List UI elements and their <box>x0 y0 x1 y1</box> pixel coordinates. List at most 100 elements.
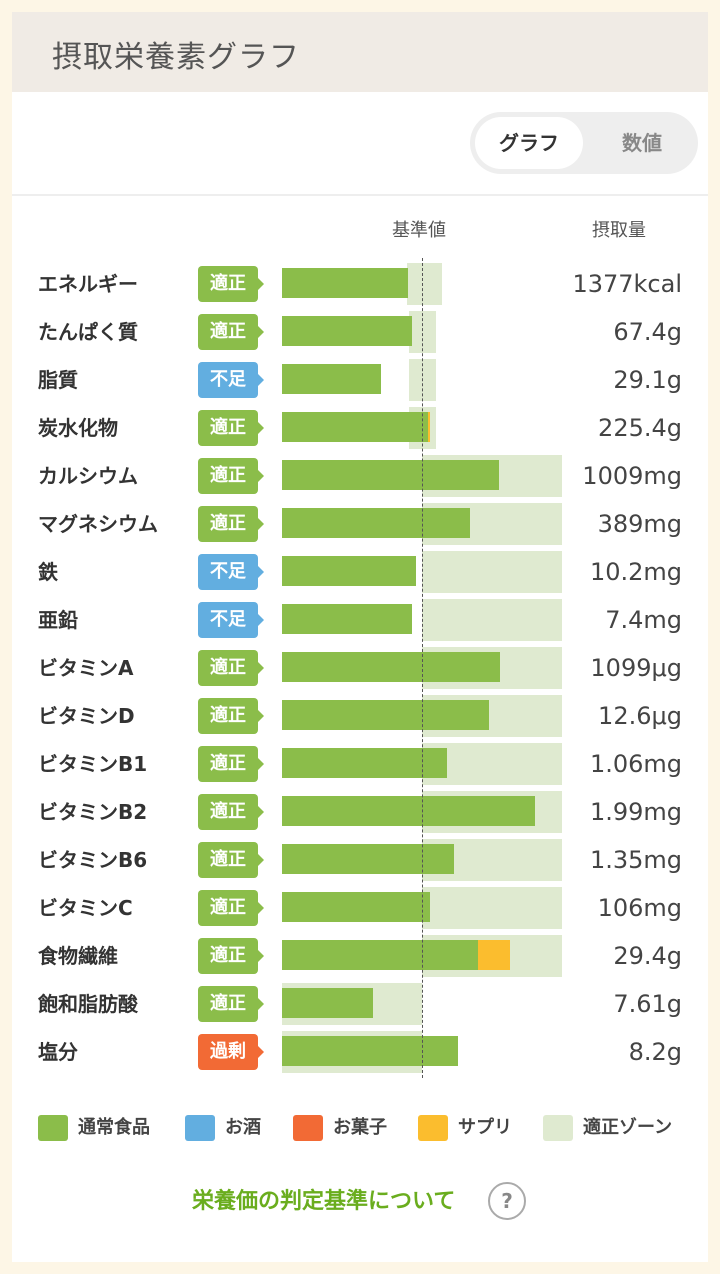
status-badge: 適正 <box>198 650 264 686</box>
proper-zone-bar <box>406 263 442 305</box>
divider <box>12 194 708 196</box>
nutrient-row: ビタミンC 適正 106mg <box>0 884 720 932</box>
status-badge: 適正 <box>198 266 264 302</box>
intake-column-header: 摂取量 <box>592 220 646 241</box>
intake-bar <box>282 988 373 1018</box>
legend-swatch <box>293 1115 323 1141</box>
intake-value: 67.4g <box>613 318 682 346</box>
status-badge-arrow <box>256 756 264 772</box>
nutrient-row: 鉄 不足 10.2mg <box>0 548 720 596</box>
nutrient-name: エネルギー <box>38 272 138 296</box>
reference-line <box>422 258 423 1078</box>
legend: 通常食品 お酒 お菓子 サプリ 適正ゾーン <box>38 1114 698 1144</box>
status-badge: 適正 <box>198 698 264 734</box>
status-badge-arrow <box>256 420 264 436</box>
status-badge-label: 適正 <box>198 506 258 542</box>
intake-value: 1099μg <box>590 654 682 682</box>
legend-swatch <box>185 1115 215 1141</box>
intake-value: 7.4mg <box>605 606 682 634</box>
values-tab[interactable]: 数値 <box>622 131 662 155</box>
status-badge-label: 適正 <box>198 938 258 974</box>
status-badge-label: 適正 <box>198 698 258 734</box>
nutrient-row: ビタミンB1 適正 1.06mg <box>0 740 720 788</box>
status-badge-label: 適正 <box>198 266 258 302</box>
status-badge-label: 適正 <box>198 410 258 446</box>
legend-label: サプリ <box>458 1117 512 1138</box>
status-badge: 適正 <box>198 890 264 926</box>
nutrient-row: エネルギー 適正 1377kcal <box>0 260 720 308</box>
status-badge-label: 適正 <box>198 842 258 878</box>
nutrient-name: 亜鉛 <box>38 608 78 632</box>
nutrient-name: カルシウム <box>38 464 138 488</box>
status-badge-label: 適正 <box>198 458 258 494</box>
intake-bar <box>282 460 499 490</box>
intake-bar <box>282 940 478 970</box>
status-badge-label: 適正 <box>198 314 258 350</box>
intake-bar <box>282 844 455 874</box>
status-badge-label: 不足 <box>198 554 258 590</box>
status-badge-arrow <box>256 852 264 868</box>
intake-bar <box>282 796 536 826</box>
graph-tab[interactable]: グラフ <box>475 117 583 169</box>
intake-value: 12.6μg <box>598 702 682 730</box>
intake-value: 1.35mg <box>589 846 682 874</box>
intake-value: 106mg <box>597 894 682 922</box>
legend-swatch <box>543 1115 573 1141</box>
nutrient-row: 塩分 過剰 8.2g <box>0 1028 720 1076</box>
status-badge: 適正 <box>198 314 264 350</box>
status-badge-label: 適正 <box>198 650 258 686</box>
intake-bar <box>282 268 408 298</box>
nutrient-row: 亜鉛 不足 7.4mg <box>0 596 720 644</box>
status-badge-arrow <box>256 612 264 628</box>
nutrient-name: 飽和脂肪酸 <box>38 992 138 1016</box>
intake-bar <box>282 1036 459 1066</box>
nutrient-row: 食物繊維 適正 29.4g <box>0 932 720 980</box>
reference-column-header: 基準値 <box>392 220 446 241</box>
nutrient-row: ビタミンB2 適正 1.99mg <box>0 788 720 836</box>
proper-zone-bar <box>422 887 562 929</box>
nutrient-row: 炭水化物 適正 225.4g <box>0 404 720 452</box>
status-badge-label: 過剰 <box>198 1034 258 1070</box>
page-title: 摂取栄養素グラフ <box>52 40 300 75</box>
legend-swatch <box>418 1115 448 1141</box>
status-badge: 適正 <box>198 410 264 446</box>
nutrient-name: ビタミンB2 <box>38 800 148 824</box>
status-badge-label: 適正 <box>198 986 258 1022</box>
intake-bar <box>282 652 501 682</box>
status-badge-arrow <box>256 948 264 964</box>
nutrient-row: ビタミンB6 適正 1.35mg <box>0 836 720 884</box>
status-badge-arrow <box>256 468 264 484</box>
view-toggle[interactable]: グラフ 数値 <box>470 112 698 174</box>
nutrient-row: ビタミンA 適正 1099μg <box>0 644 720 692</box>
nutrient-name: ビタミンC <box>38 896 133 920</box>
criteria-link[interactable]: 栄養価の判定基準について <box>192 1189 456 1214</box>
intake-value: 1009mg <box>582 462 682 490</box>
status-badge-arrow <box>256 276 264 292</box>
status-badge: 過剰 <box>198 1034 264 1070</box>
status-badge: 不足 <box>198 602 264 638</box>
status-badge-arrow <box>256 516 264 532</box>
status-badge-arrow <box>256 660 264 676</box>
legend-label: お酒 <box>225 1117 261 1138</box>
status-badge-arrow <box>256 564 264 580</box>
intake-bar <box>282 364 382 394</box>
intake-value: 10.2mg <box>589 558 682 586</box>
help-icon[interactable]: ? <box>488 1182 526 1220</box>
status-badge: 適正 <box>198 986 264 1022</box>
supplement-bar <box>478 940 511 970</box>
nutrient-name: 炭水化物 <box>38 416 118 440</box>
nutrient-row: マグネシウム 適正 389mg <box>0 500 720 548</box>
proper-zone-bar <box>422 551 562 593</box>
status-badge-label: 不足 <box>198 602 258 638</box>
status-badge: 不足 <box>198 554 264 590</box>
header-bar: 摂取栄養素グラフ <box>12 12 708 92</box>
status-badge: 適正 <box>198 842 264 878</box>
intake-value: 1.06mg <box>589 750 682 778</box>
nutrient-row: たんぱく質 適正 67.4g <box>0 308 720 356</box>
nutrient-name: ビタミンA <box>38 656 134 680</box>
legend-label: 適正ゾーン <box>583 1117 673 1138</box>
intake-bar <box>282 316 413 346</box>
intake-bar <box>282 412 428 442</box>
nutrient-name: たんぱく質 <box>38 320 138 344</box>
